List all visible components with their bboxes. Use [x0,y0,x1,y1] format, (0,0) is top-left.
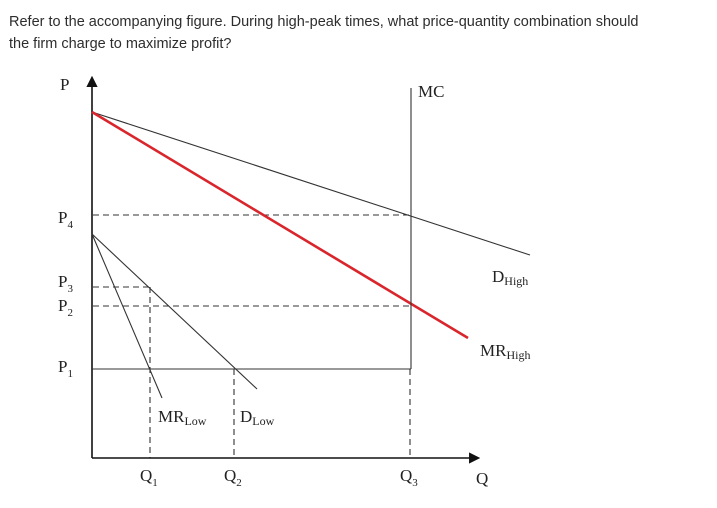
d-high-label: DHigh [492,267,528,288]
mr-low-curve [91,233,163,399]
d-low-label: DLow [240,407,275,428]
d-high-curve [91,111,531,256]
p3-label: P3 [58,272,73,295]
p2-label: P2 [58,296,73,319]
diagram-panel [56,66,560,498]
price-axis-label: P [60,75,69,94]
question-line-1: Refer to the accompanying figure. During… [9,14,639,30]
mr-high-curve [91,110,469,340]
question-line-2: the firm charge to maximize profit? [9,36,232,52]
d-low-curve [91,233,258,390]
mc-label: MC [418,82,444,101]
p4-label: P4 [58,208,73,231]
q2-label: Q2 [224,466,242,489]
q1-label: Q1 [140,466,158,489]
p1-label: P1 [58,357,73,380]
question-text: Refer to the accompanying figure. During… [9,11,709,55]
quantity-axis-label: Q [476,469,488,488]
q3-label: Q3 [400,466,418,489]
mr-high-label: MRHigh [480,341,530,362]
mr-low-label: MRLow [158,407,207,428]
